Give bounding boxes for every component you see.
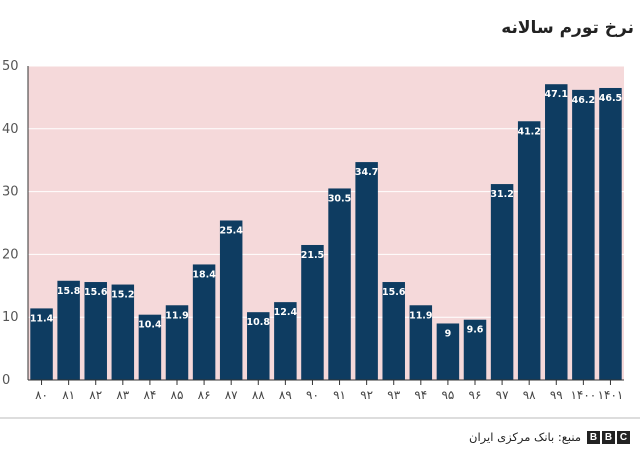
data-label: 10.4 bbox=[138, 320, 162, 331]
bbc-logo-letter: C bbox=[617, 430, 630, 444]
bar bbox=[517, 121, 541, 380]
data-label: 34.7 bbox=[355, 167, 378, 178]
x-tick-label: ۹۶ bbox=[469, 388, 482, 402]
data-label: 9.6 bbox=[467, 325, 484, 336]
y-tick-label: 10 bbox=[2, 310, 19, 325]
axes: 0 10 20 30 40 50 ۸۰ ۸۱ ۸۲ ۸۳ ۸۴ ۸۵ ۸۶ ۸۷ ۸۸ ۸۹ ۹۰ ۹۱ ۹۲ ۹۳ ۹… bbox=[0, 59, 640, 419]
x-tick-label: ۸۲ bbox=[89, 388, 102, 402]
y-tick-label: 20 bbox=[2, 247, 19, 262]
y-tick-label: 50 bbox=[2, 59, 19, 74]
x-tick-label: ۹۳ bbox=[387, 388, 400, 402]
data-label: 10.8 bbox=[247, 317, 271, 328]
bar bbox=[247, 312, 270, 380]
bar bbox=[165, 305, 189, 380]
bar bbox=[328, 188, 351, 380]
bars bbox=[30, 84, 622, 380]
x-tick-label: ۹۱ bbox=[333, 388, 346, 402]
x-tick-label: ۹۴ bbox=[414, 388, 427, 402]
footer: منبع: بانک مرکزی ایران B B C bbox=[0, 425, 640, 449]
bar bbox=[138, 314, 162, 380]
bar bbox=[219, 220, 243, 380]
x-tick-label: ۱۴۰۱ bbox=[598, 388, 624, 402]
data-label: 11.9 bbox=[409, 310, 432, 321]
bar bbox=[192, 264, 216, 380]
bar bbox=[382, 282, 405, 380]
data-label: 9 bbox=[445, 328, 452, 339]
data-label: 15.6 bbox=[382, 287, 406, 298]
data-label: 15.6 bbox=[84, 287, 108, 298]
data-label: 25.4 bbox=[219, 225, 243, 236]
x-tick-label: ۸۹ bbox=[279, 388, 292, 402]
x-tick-label: ۹۵ bbox=[441, 388, 454, 402]
data-label: 12.4 bbox=[274, 307, 298, 318]
y-tick-label: 0 bbox=[2, 373, 10, 388]
bbc-logo: B B C bbox=[587, 430, 630, 444]
data-label: 15.8 bbox=[57, 286, 81, 297]
x-tick-label: ۹۸ bbox=[523, 388, 536, 402]
x-tick-label: ۸۳ bbox=[116, 388, 129, 402]
x-tick-label: ۸۶ bbox=[198, 388, 211, 402]
bar bbox=[436, 323, 460, 380]
data-label: 46.2 bbox=[572, 95, 595, 106]
data-label: 11.4 bbox=[30, 313, 54, 324]
bar bbox=[274, 302, 297, 380]
x-tick-label: ۸۵ bbox=[171, 388, 184, 402]
data-label: 21.5 bbox=[301, 250, 324, 261]
data-label: 11.9 bbox=[165, 310, 188, 321]
bar bbox=[84, 282, 107, 380]
data-label: 47.1 bbox=[545, 89, 568, 100]
data-label: 46.5 bbox=[599, 93, 622, 104]
x-tick-label: ۹۹ bbox=[550, 388, 563, 402]
bar bbox=[301, 244, 324, 380]
x-tick-label: ۸۰ bbox=[35, 388, 48, 402]
x-tick-label: ۹۲ bbox=[360, 388, 373, 402]
bbc-logo-letter: B bbox=[602, 430, 615, 444]
data-label: 18.4 bbox=[192, 269, 216, 280]
bbc-logo-letter: B bbox=[587, 430, 600, 444]
chart-title: نرخ تورم سالانه bbox=[501, 18, 634, 38]
data-labels: 11.415.8 15.6 15.210.411.918.425.410.812.4… bbox=[30, 89, 622, 339]
data-label: 15.2 bbox=[111, 290, 134, 301]
data-label: 31.2 bbox=[490, 189, 513, 200]
bar bbox=[409, 305, 433, 380]
x-tick-label: ۸۱ bbox=[62, 388, 75, 402]
bar bbox=[30, 308, 53, 380]
data-label: 41.2 bbox=[517, 126, 540, 137]
source-text: منبع: بانک مرکزی ایران bbox=[469, 430, 581, 444]
bar bbox=[599, 87, 622, 380]
x-tick-label: ۸۴ bbox=[143, 388, 156, 402]
bar bbox=[545, 84, 568, 380]
x-tick-label: ۹۰ bbox=[306, 388, 319, 402]
x-tick-label: ۱۴۰۰ bbox=[570, 388, 596, 402]
y-tick-label: 40 bbox=[2, 122, 19, 137]
y-tick-label: 30 bbox=[2, 185, 19, 200]
bar bbox=[490, 184, 514, 380]
x-tick-label: ۸۷ bbox=[225, 388, 238, 402]
bar bbox=[463, 319, 487, 380]
bar bbox=[355, 162, 378, 380]
bar bbox=[111, 284, 135, 380]
data-label: 30.5 bbox=[328, 193, 351, 204]
x-tick-label: ۹۷ bbox=[496, 388, 509, 402]
bar bbox=[57, 280, 80, 380]
x-tick-label: ۸۸ bbox=[252, 388, 265, 402]
bar bbox=[572, 89, 595, 380]
